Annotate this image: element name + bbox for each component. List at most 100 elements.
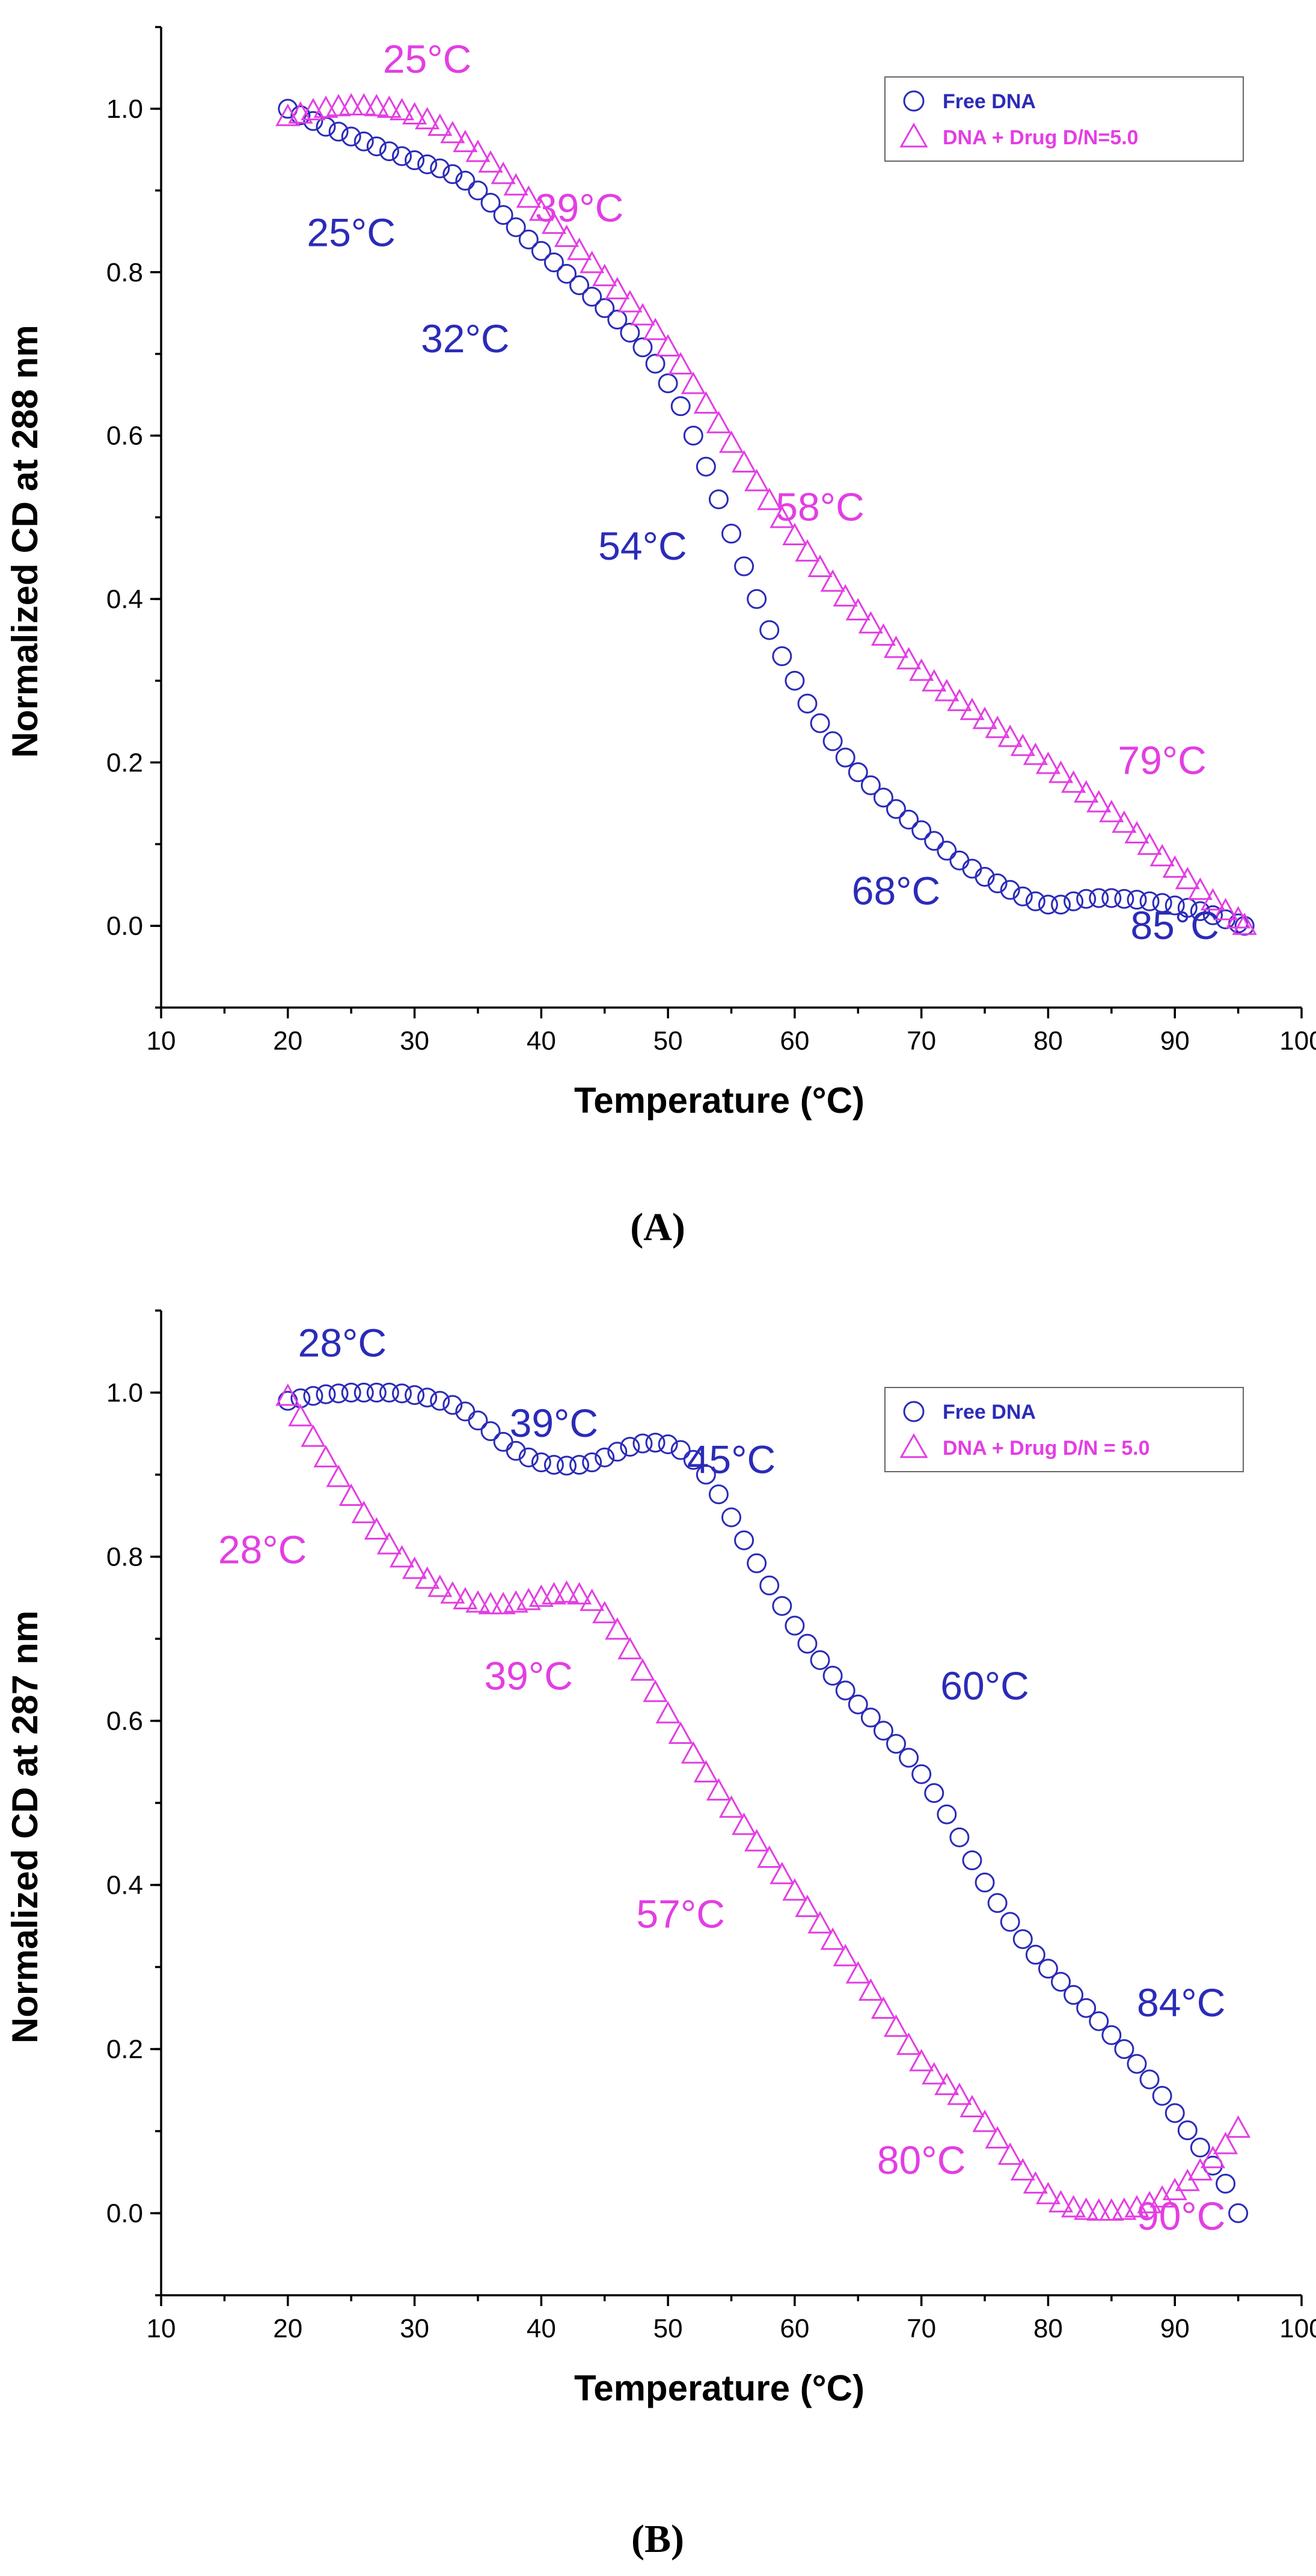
data-point xyxy=(873,1721,893,1741)
data-point xyxy=(1025,1945,1045,1965)
data-point xyxy=(706,1778,732,1801)
data-point xyxy=(693,1760,718,1783)
data-point xyxy=(415,1566,440,1589)
data-point xyxy=(734,556,754,577)
data-point xyxy=(1035,2182,1061,2204)
data-point xyxy=(353,1383,374,1403)
data-point xyxy=(782,522,807,545)
data-point xyxy=(440,120,465,144)
temperature-annotation: 84°C xyxy=(1137,1980,1225,2025)
temperature-annotation: 39°C xyxy=(510,1401,598,1445)
data-point xyxy=(326,1464,351,1487)
data-point xyxy=(417,1387,438,1408)
data-point xyxy=(1226,2115,1251,2138)
data-point xyxy=(1139,891,1160,911)
data-point xyxy=(480,192,501,213)
data-point xyxy=(1228,2203,1249,2223)
data-point xyxy=(848,762,868,783)
data-point xyxy=(1149,843,1175,867)
data-point xyxy=(1152,893,1172,913)
data-point xyxy=(478,1591,503,1615)
data-point xyxy=(1076,1998,1097,2018)
x-tick-label: 30 xyxy=(400,1026,429,1056)
data-point xyxy=(1064,891,1084,911)
data-point xyxy=(1190,901,1210,922)
data-point xyxy=(1086,790,1112,813)
data-point xyxy=(731,1813,757,1835)
data-point xyxy=(731,450,757,473)
y-tick-label: 0.8 xyxy=(106,258,143,287)
data-point xyxy=(785,670,805,691)
data-point xyxy=(364,1517,389,1540)
data-point xyxy=(1051,1972,1071,1992)
y-tick-label: 1.0 xyxy=(106,94,143,124)
data-point xyxy=(975,1872,995,1892)
data-point xyxy=(605,277,630,299)
data-point xyxy=(962,858,982,879)
data-point xyxy=(987,1893,1008,1914)
data-point xyxy=(518,229,539,249)
data-point xyxy=(820,569,845,592)
series-dna-drug xyxy=(275,1383,1251,2221)
data-point xyxy=(772,1595,792,1616)
x-tick-label: 90 xyxy=(1160,2314,1190,2343)
data-point xyxy=(541,211,567,234)
data-point xyxy=(924,1783,944,1804)
data-point xyxy=(1051,895,1071,915)
data-point xyxy=(721,524,741,544)
x-tick-label: 90 xyxy=(1160,1026,1190,1056)
data-point xyxy=(528,198,554,221)
data-point xyxy=(886,799,907,819)
data-point xyxy=(1177,2120,1198,2141)
data-point xyxy=(1200,888,1226,911)
data-point xyxy=(959,2094,985,2117)
data-point xyxy=(670,396,691,417)
data-point xyxy=(1023,2171,1048,2194)
data-point xyxy=(937,840,957,861)
legend-triangle-icon xyxy=(899,122,928,148)
y-tick-label: 0.2 xyxy=(106,748,143,777)
data-point xyxy=(1010,2158,1035,2181)
data-point xyxy=(1137,832,1162,855)
data-point xyxy=(430,1390,450,1411)
data-point xyxy=(693,391,718,414)
data-point xyxy=(303,111,323,131)
data-point xyxy=(442,1395,463,1415)
x-tick-label: 60 xyxy=(780,2314,809,2343)
data-point xyxy=(620,322,640,343)
data-point xyxy=(465,139,491,162)
data-point xyxy=(718,1795,744,1818)
data-point xyxy=(503,173,528,196)
data-point xyxy=(770,506,795,528)
data-point xyxy=(820,1927,845,1950)
x-tick-label: 60 xyxy=(780,1026,809,1056)
data-point xyxy=(759,620,780,640)
legend-box xyxy=(884,1387,1244,1472)
data-point xyxy=(833,584,858,607)
data-point xyxy=(516,185,541,208)
legend-label: DNA + Drug D/N = 5.0 xyxy=(943,1437,1149,1460)
data-point xyxy=(911,1764,932,1784)
data-point xyxy=(643,1679,668,1703)
data-point xyxy=(417,154,438,174)
data-point xyxy=(909,2049,934,2072)
temperature-annotation: 68°C xyxy=(852,869,940,913)
data-point xyxy=(595,298,615,319)
series-free-dna xyxy=(278,99,1255,936)
data-point xyxy=(744,1829,770,1852)
data-point xyxy=(607,1442,628,1462)
data-point xyxy=(883,635,909,658)
data-point xyxy=(658,373,678,394)
data-point xyxy=(1216,2173,1236,2194)
data-point xyxy=(871,1996,896,2019)
data-point xyxy=(1114,2039,1134,2059)
data-point xyxy=(379,141,399,162)
data-point xyxy=(1112,810,1137,833)
data-point xyxy=(1025,891,1045,911)
data-point xyxy=(681,372,706,394)
data-point xyxy=(947,2082,972,2105)
y-tick-label: 0.2 xyxy=(106,2035,143,2064)
data-point xyxy=(1213,898,1238,920)
data-point xyxy=(313,1445,338,1467)
x-tick-label: 20 xyxy=(273,1026,302,1056)
